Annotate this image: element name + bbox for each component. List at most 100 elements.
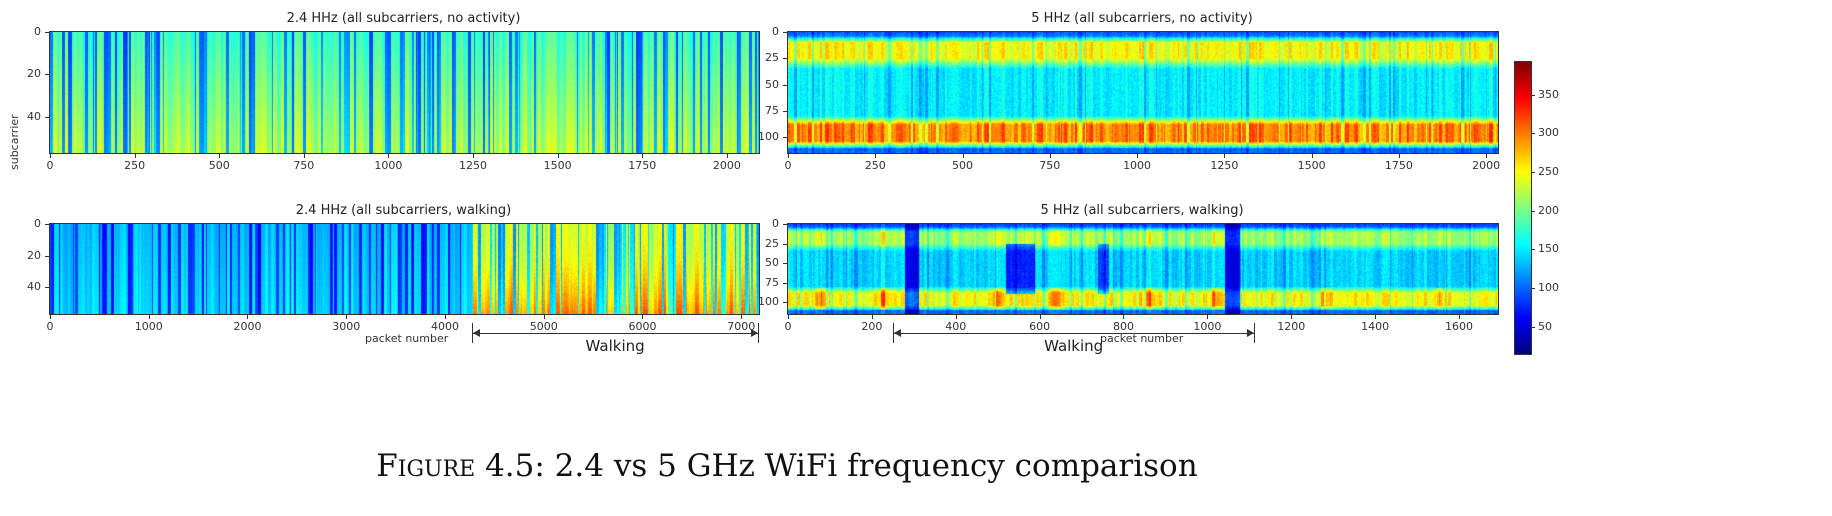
x-tick-label: 0: [784, 159, 792, 172]
caption-label: Figure 4.5:: [376, 448, 545, 484]
x-axis-label: packet number: [1100, 332, 1184, 345]
x-tick-label: 1000: [1193, 320, 1222, 333]
x-tick-mark: [642, 315, 644, 319]
x-tick-mark: [557, 154, 559, 158]
y-tick-mark: [45, 116, 49, 118]
x-tick-label: 1000: [134, 320, 163, 333]
x-tick-label: 1000: [1123, 159, 1152, 172]
y-tick-label: 0: [772, 217, 779, 230]
y-tick-mark: [783, 282, 787, 284]
x-tick-mark: [1311, 154, 1313, 158]
x-tick-label: 2000: [233, 320, 262, 333]
x-tick-mark: [871, 315, 873, 319]
colorbar-tick-label: 350: [1538, 87, 1559, 101]
panel-title: 2.4 HHz (all subcarriers, no activity): [286, 11, 521, 26]
y-tick-label: 100: [758, 130, 779, 144]
x-tick-mark: [1207, 315, 1209, 319]
y-tick-label: 20: [27, 67, 41, 81]
y-tick-mark: [45, 255, 49, 257]
y-tick-label: 20: [27, 248, 41, 262]
colorbar-tick-mark: [1531, 171, 1535, 173]
x-tick-mark: [473, 154, 475, 158]
figure-caption: Figure 4.5: 2.4 vs 5 GHz WiFi frequency …: [0, 448, 1574, 484]
y-tick-label: 75: [765, 275, 779, 289]
walking-arrow: [893, 333, 1255, 334]
x-tick-label: 750: [1039, 159, 1061, 172]
colorbar-tick-label: 100: [1538, 281, 1559, 295]
x-tick-mark: [1039, 315, 1041, 319]
x-tick-mark: [1224, 154, 1226, 158]
x-tick-mark: [962, 154, 964, 158]
x-tick-label: 0: [784, 320, 792, 333]
x-tick-label: 3000: [332, 320, 361, 333]
colorbar-tick-label: 200: [1538, 203, 1559, 217]
arrow-right-icon: [1247, 329, 1255, 337]
x-tick-mark: [1486, 154, 1488, 158]
x-tick-label: 2000: [712, 159, 741, 172]
arrow-left-icon: [894, 329, 902, 337]
x-tick-mark: [444, 315, 446, 319]
x-tick-mark: [955, 315, 957, 319]
x-tick-label: 500: [952, 159, 974, 172]
y-tick-mark: [783, 110, 787, 112]
heatmap-cells: [788, 32, 1498, 153]
x-tick-mark: [1375, 315, 1377, 319]
x-tick-label: 1000: [374, 159, 403, 172]
heatmap-panel: [787, 31, 1499, 154]
colorbar-tick-label: 150: [1538, 242, 1559, 256]
colorbar-tick-label: 250: [1538, 164, 1559, 178]
arrow-left-icon: [473, 329, 481, 337]
y-tick-mark: [45, 74, 49, 76]
colorbar-tick-mark: [1531, 326, 1535, 328]
x-tick-mark: [741, 315, 743, 319]
colorbar-tick-mark: [1531, 210, 1535, 212]
heatmap-cells: [788, 224, 1498, 314]
x-tick-label: 0: [46, 320, 54, 333]
x-tick-mark: [788, 315, 789, 319]
walking-arrow: [472, 333, 758, 334]
arrow-right-icon: [751, 329, 758, 337]
panel-title: 5 HHz (all subcarriers, walking): [1040, 203, 1244, 218]
y-tick-label: 0: [34, 25, 41, 38]
panel-title: 2.4 HHz (all subcarriers, walking): [295, 203, 512, 218]
y-tick-mark: [783, 243, 787, 245]
x-tick-mark: [50, 315, 51, 319]
x-tick-mark: [642, 154, 644, 158]
x-tick-label: 1750: [628, 159, 657, 172]
heatmap-panel: [49, 31, 760, 154]
y-tick-mark: [783, 137, 787, 139]
heatmap-panel: [787, 223, 1499, 315]
x-tick-mark: [1398, 154, 1400, 158]
x-tick-mark: [543, 315, 545, 319]
heatmap-panel: [49, 223, 760, 315]
y-tick-label: 100: [758, 295, 779, 309]
walking-bracket-end: [758, 323, 759, 343]
x-tick-label: 750: [293, 159, 315, 172]
x-tick-label: 1600: [1444, 320, 1473, 333]
heatmap-cells: [50, 32, 759, 153]
x-tick-label: 1200: [1277, 320, 1306, 333]
y-tick-mark: [783, 84, 787, 86]
y-tick-mark: [45, 32, 49, 33]
x-tick-mark: [1123, 315, 1125, 319]
x-axis-label: packet number: [365, 332, 449, 345]
x-tick-label: 500: [208, 159, 230, 172]
y-tick-mark: [783, 58, 787, 60]
y-tick-label: 25: [765, 51, 779, 65]
colorbar-tick-mark: [1531, 94, 1535, 96]
x-tick-mark: [1458, 315, 1460, 319]
x-tick-mark: [1137, 154, 1139, 158]
y-tick-label: 0: [34, 217, 41, 230]
x-tick-label: 1250: [459, 159, 488, 172]
y-tick-mark: [783, 263, 787, 265]
colorbar-tick-label: 50: [1538, 319, 1552, 333]
x-tick-mark: [346, 315, 348, 319]
x-tick-mark: [875, 154, 877, 158]
colorbar-tick-mark: [1531, 249, 1535, 251]
walking-label: Walking: [1044, 337, 1104, 355]
y-tick-label: 75: [765, 103, 779, 117]
x-tick-label: 4000: [430, 320, 459, 333]
y-tick-label: 25: [765, 236, 779, 250]
x-tick-label: 7000: [727, 320, 756, 333]
